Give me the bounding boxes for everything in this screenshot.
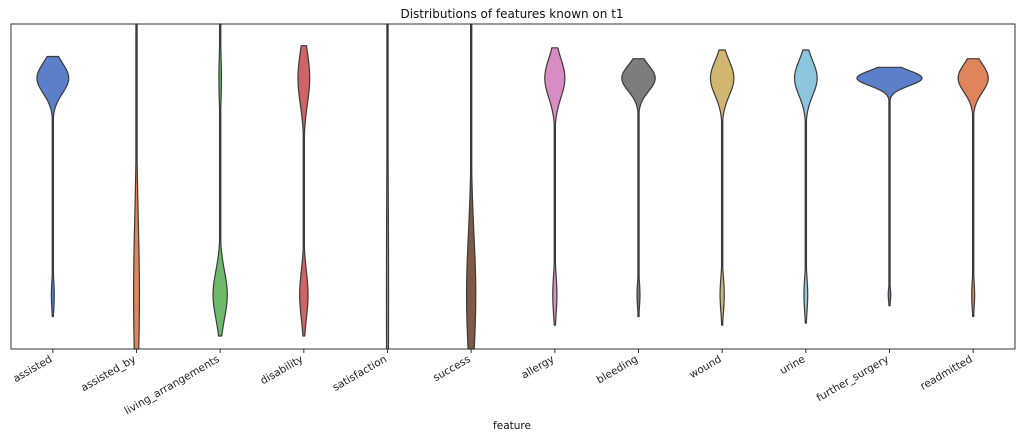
violin-disability xyxy=(297,45,311,337)
x-tick-label: assisted xyxy=(11,353,54,385)
x-tick-label: allergy xyxy=(519,353,556,381)
x-tick-label: wound xyxy=(687,353,723,381)
violin-readmitted xyxy=(957,58,989,318)
violin-success xyxy=(465,23,477,350)
violin-satisfaction xyxy=(385,23,390,350)
violin-living-arrangements xyxy=(212,23,228,337)
x-tick-label: disability xyxy=(258,353,305,387)
violin-assisted-by xyxy=(132,23,141,350)
violins-group xyxy=(36,23,989,350)
x-tick-label: assisted_by xyxy=(79,353,138,394)
x-tick-label: satisfaction xyxy=(331,353,389,394)
plot-area-frame xyxy=(10,23,1016,350)
x-axis-label: feature xyxy=(493,420,531,432)
violin-bleeding xyxy=(621,58,656,318)
violin-assisted xyxy=(36,55,70,318)
x-tick-label: further_surgery xyxy=(815,353,891,404)
violin-further-surgery xyxy=(856,66,923,307)
chart-title: Distributions of features known on t1 xyxy=(400,7,623,21)
x-tick-label: bleeding xyxy=(595,353,640,386)
violin-urine xyxy=(793,49,818,324)
violin-allergy xyxy=(544,47,566,326)
violin-wound xyxy=(709,49,735,326)
x-tick-label: urine xyxy=(778,353,807,377)
x-tick-label: readmitted xyxy=(918,353,974,392)
x-tick-label: success xyxy=(431,353,473,384)
